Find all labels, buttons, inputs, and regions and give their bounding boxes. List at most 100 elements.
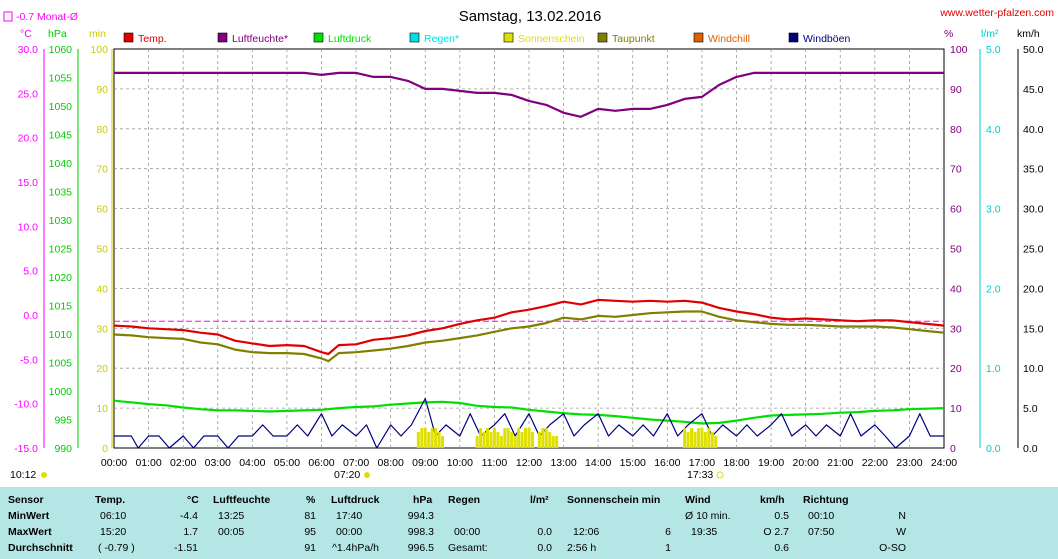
plot-area <box>113 71 945 449</box>
time-tick: 17:00 <box>689 457 715 469</box>
hpa-tick: 995 <box>54 415 72 427</box>
min-direction-value: N <box>898 510 906 522</box>
sunshine-bar <box>700 428 704 448</box>
sunshine-bar <box>499 436 503 448</box>
hdr-temp-unit: °C <box>187 494 199 506</box>
time-tick: 19:00 <box>758 457 784 469</box>
hpa-tick: 1010 <box>49 329 73 341</box>
min-tick: 80 <box>96 124 108 136</box>
time-tick: 03:00 <box>205 457 231 469</box>
min-tick: 50 <box>96 244 108 256</box>
time-tick: 02:00 <box>170 457 196 469</box>
wind-tick: 10.0 <box>1023 363 1044 375</box>
pct-tick: 40 <box>950 283 962 295</box>
time-tick: 23:00 <box>896 457 922 469</box>
temp-tick: 20.0 <box>18 133 39 145</box>
min-tick: 10 <box>96 403 108 415</box>
unit-hpa: hPa <box>48 28 67 40</box>
time-tick: 24:00 <box>931 457 957 469</box>
chart-title: Samstag, 13.02.2016 <box>459 8 602 25</box>
weather-chart: Samstag, 13.02.2016 www.wetter-pfalzen.c… <box>3 7 1054 481</box>
unit-rain: l/m² <box>981 28 999 40</box>
hdr-rain-unit: l/m² <box>530 494 549 506</box>
avg-pressure-trend: ^1.4hPa/h <box>332 542 379 554</box>
hpa-tick: 1035 <box>49 187 73 199</box>
time-tick: 10:00 <box>447 457 473 469</box>
sunshine-bar <box>703 432 707 448</box>
sunshine-bar <box>420 428 424 448</box>
time-tick: 13:00 <box>550 457 576 469</box>
temp-tick: -5.0 <box>20 354 38 366</box>
time-tick: 07:00 <box>343 457 369 469</box>
sunshine-bar <box>541 428 545 448</box>
sunshine-bar <box>517 428 521 448</box>
min-tick: 90 <box>96 84 108 96</box>
rain-tick: 1.0 <box>986 363 1001 375</box>
sunshine-bar <box>686 432 690 448</box>
pct-tick: 20 <box>950 363 962 375</box>
rain-tick: 4.0 <box>986 124 1001 136</box>
month-avg-label: -0.7 Monat-Ø <box>16 11 78 23</box>
hdr-temp: Temp. <box>95 494 126 506</box>
sunshine-bar <box>513 436 517 448</box>
hpa-tick: 1025 <box>49 244 73 256</box>
min-tick: 20 <box>96 363 108 375</box>
sunshine-bar <box>437 432 441 448</box>
min-pressure-time: 17:40 <box>336 510 363 522</box>
hpa-tick: 1040 <box>49 158 73 170</box>
max-sun-time: 12:06 <box>573 526 600 538</box>
hdr-humidity-unit: % <box>306 494 316 506</box>
hpa-tick: 1000 <box>49 386 73 398</box>
min-temp-time: 06:10 <box>100 510 127 522</box>
sunshine-bar <box>527 428 531 448</box>
max-temp-value: 1.7 <box>183 526 198 538</box>
time-tick: 01:00 <box>135 457 161 469</box>
sunshine-bar <box>506 428 510 448</box>
sun-icon-start <box>41 472 47 478</box>
time-sun-start: 10:12 <box>10 469 36 481</box>
legend-swatch-1 <box>217 32 228 43</box>
pct-tick: 0 <box>950 443 956 455</box>
time-tick: 20:00 <box>793 457 819 469</box>
pct-tick: 10 <box>950 403 962 415</box>
sunshine-bar <box>707 428 711 448</box>
wind-tick: 40.0 <box>1023 124 1044 136</box>
hdr-wind-unit: km/h <box>760 494 785 506</box>
time-tick: 05:00 <box>274 457 300 469</box>
temp-tick: 30.0 <box>18 44 39 56</box>
legend-label-1: Luftfeuchte* <box>232 33 288 45</box>
sunshine-bar <box>544 428 548 448</box>
wind-tick: 50.0 <box>1023 44 1044 56</box>
time-tick: 08:00 <box>378 457 404 469</box>
sunshine-bar <box>714 436 718 448</box>
max-humidity-time: 00:05 <box>218 526 245 538</box>
avg-humidity-value: 91 <box>304 542 316 554</box>
hpa-tick: 1045 <box>49 130 73 142</box>
avg-sun-value: 1 <box>665 542 671 554</box>
max-wind-time: 19:35 <box>691 526 718 538</box>
max-direction-value: W <box>896 526 906 538</box>
sunshine-bar <box>551 436 555 448</box>
grid <box>113 48 945 449</box>
sunshine-bar <box>510 432 514 448</box>
wind-tick: 5.0 <box>1023 403 1038 415</box>
legend: Temp. Luftfeuchte* Luftdruck Regen* Sonnensc… <box>123 32 850 45</box>
legend-swatch-4 <box>503 32 514 43</box>
pct-tick: 60 <box>950 204 962 216</box>
hdr-rain: Regen <box>448 494 481 506</box>
legend-label-4: Sonnenschein <box>518 33 585 45</box>
sunshine-bar <box>416 432 420 448</box>
max-temp-time: 15:20 <box>100 526 127 538</box>
hdr-humidity: Luftfeuchte <box>213 494 271 506</box>
unit-celsius: °C <box>20 28 32 40</box>
sunshine-bar <box>482 432 486 448</box>
legend-swatch-0 <box>123 32 134 43</box>
min-pressure-value: 994.3 <box>407 510 434 522</box>
wind-tick: 15.0 <box>1023 323 1044 335</box>
sunshine-bar <box>710 432 714 448</box>
sunrise-icon <box>364 472 370 478</box>
time-tick: 22:00 <box>862 457 888 469</box>
sunshine-bar <box>430 428 434 448</box>
min-tick: 70 <box>96 164 108 176</box>
site-link[interactable]: www.wetter-pfalzen.com <box>939 7 1054 19</box>
